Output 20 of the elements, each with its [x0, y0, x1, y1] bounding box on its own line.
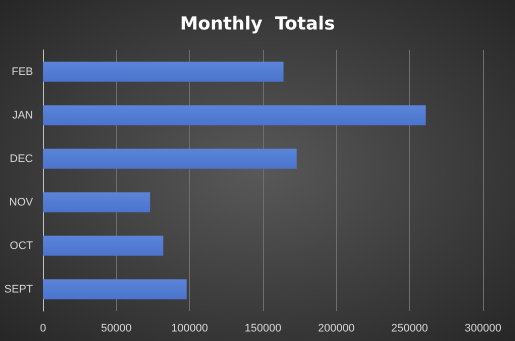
x-tick-label: 150000 [244, 322, 282, 334]
y-tick-label: JAN [12, 109, 34, 122]
bar [43, 62, 284, 82]
bar [43, 148, 297, 169]
y-tick-label: NOV [9, 196, 34, 208]
bar [43, 105, 426, 126]
y-tick-label: OCT [10, 240, 34, 252]
y-tick-label: SEPT [4, 283, 34, 296]
bar [43, 279, 187, 300]
chart-title: Monthly Totals [180, 14, 335, 34]
x-tick-label: 0 [40, 322, 46, 334]
x-tick-label: 200000 [318, 322, 355, 334]
x-tick-label: 250000 [391, 322, 428, 334]
x-tick-label: 100000 [171, 322, 208, 334]
x-tick-label: 300000 [464, 322, 502, 334]
bar [43, 236, 164, 256]
y-tick-label: DEC [10, 152, 34, 165]
x-tick-label: 50000 [101, 322, 132, 334]
bar [43, 192, 150, 212]
y-tick-label: FEB [12, 66, 33, 78]
